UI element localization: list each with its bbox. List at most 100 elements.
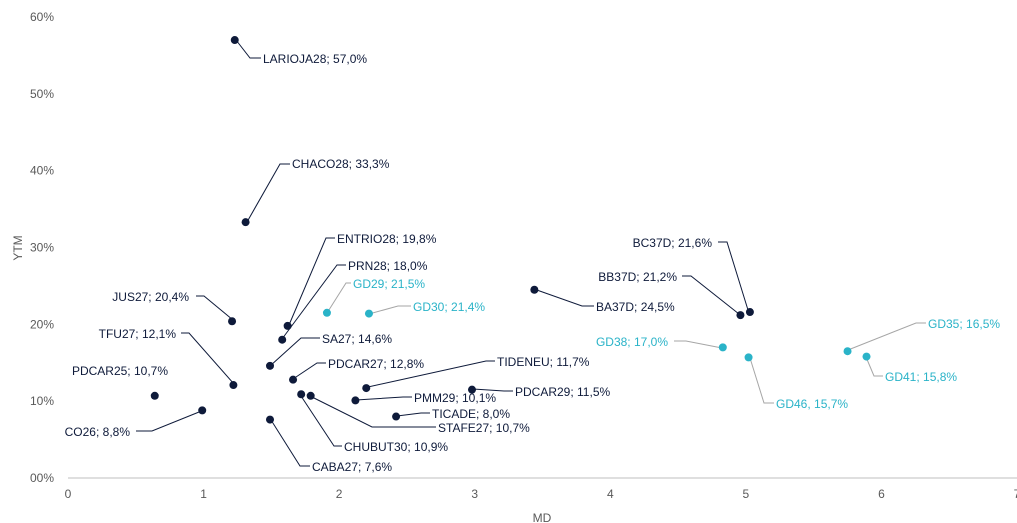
data-point bbox=[843, 347, 852, 356]
y-tick-label: 60% bbox=[30, 10, 54, 24]
data-label: PMM29; 10,1% bbox=[414, 391, 496, 405]
y-tick-label: 10% bbox=[30, 394, 54, 408]
data-labels: LARIOJA28; 57,0% CHACO28; 33,3% ENTRIO28; … bbox=[65, 52, 1001, 474]
x-tick-label: 3 bbox=[471, 487, 478, 501]
leader-line bbox=[674, 340, 723, 349]
x-tick-label: 0 bbox=[65, 487, 72, 501]
data-point bbox=[228, 317, 237, 326]
data-point bbox=[364, 309, 373, 318]
x-tick-label: 1 bbox=[200, 487, 207, 501]
data-point bbox=[468, 385, 477, 394]
data-label: GD30; 21,4% bbox=[413, 300, 485, 314]
data-label: GD38; 17,0% bbox=[596, 335, 668, 349]
data-point bbox=[289, 375, 298, 384]
data-label: PRN28; 18,0% bbox=[348, 259, 428, 273]
data-label: CHUBUT30; 10,9% bbox=[344, 440, 448, 454]
data-label: GD41; 15,8% bbox=[885, 370, 957, 384]
data-point bbox=[736, 311, 745, 320]
data-point bbox=[283, 321, 292, 330]
data-point bbox=[862, 352, 871, 361]
leader-line bbox=[300, 395, 342, 447]
leader-lines bbox=[136, 39, 926, 467]
leader-line bbox=[281, 264, 346, 340]
data-label: BC37D; 21,6% bbox=[633, 236, 713, 250]
data-label: PDCAR25; 10,7% bbox=[72, 364, 168, 378]
data-label: BA37D; 24,5% bbox=[596, 300, 675, 314]
data-label: TIDENEU; 11,7% bbox=[497, 355, 590, 369]
data-point bbox=[744, 353, 753, 362]
data-label: SA27; 14,6% bbox=[322, 332, 392, 346]
x-tick-label: 7 bbox=[1014, 487, 1017, 501]
data-point bbox=[229, 381, 238, 390]
x-tick-label: 4 bbox=[607, 487, 614, 501]
data-label: CO26; 8,8% bbox=[65, 425, 131, 439]
leader-line bbox=[269, 337, 320, 367]
data-label: TFU27; 12,1% bbox=[99, 327, 177, 341]
data-label: STAFE27; 10,7% bbox=[438, 421, 530, 435]
data-point bbox=[198, 406, 207, 415]
x-tick-label: 5 bbox=[743, 487, 750, 501]
leader-line bbox=[367, 360, 495, 388]
leader-line bbox=[749, 357, 774, 404]
y-tick-label: 00% bbox=[30, 471, 54, 485]
y-tick-label: 40% bbox=[30, 164, 54, 178]
data-label: GD46, 15,7% bbox=[776, 397, 848, 411]
data-point bbox=[150, 391, 159, 400]
data-point bbox=[351, 396, 360, 405]
y-tick-label: 20% bbox=[30, 317, 54, 331]
data-point bbox=[266, 415, 275, 424]
leader-line bbox=[865, 356, 883, 377]
leader-line bbox=[235, 39, 261, 59]
data-label: GD29; 21,5% bbox=[353, 277, 425, 291]
leader-line bbox=[355, 396, 412, 401]
data-points bbox=[150, 36, 871, 424]
leader-line bbox=[326, 282, 351, 314]
data-label: PDCAR29; 11,5% bbox=[515, 385, 610, 399]
data-point bbox=[718, 343, 727, 352]
data-label: BB37D; 21,2% bbox=[598, 270, 677, 284]
data-point bbox=[362, 384, 371, 393]
data-label: TICADE; 8,0% bbox=[432, 407, 510, 421]
data-label: LARIOJA28; 57,0% bbox=[263, 52, 367, 66]
leader-line bbox=[472, 388, 513, 392]
y-tick-label: 30% bbox=[30, 241, 54, 255]
leader-line bbox=[368, 305, 411, 315]
data-label: PDCAR27; 12,8% bbox=[328, 357, 424, 371]
leader-line bbox=[682, 275, 740, 315]
data-label: JUS27; 20,4% bbox=[112, 290, 189, 304]
data-point bbox=[530, 285, 539, 294]
leader-line bbox=[718, 241, 749, 311]
x-axis-ticks: 0 1 2 3 4 5 6 7 bbox=[65, 487, 1017, 501]
leader-line bbox=[309, 395, 436, 428]
leader-line bbox=[533, 288, 594, 307]
leader-line bbox=[292, 362, 326, 380]
y-axis-ticks: 00% 10% 20% 30% 40% 50% 60% bbox=[30, 10, 54, 485]
data-label: CHACO28; 33,3% bbox=[292, 157, 390, 171]
data-point bbox=[306, 391, 315, 400]
leader-line bbox=[181, 332, 235, 385]
leader-line bbox=[288, 237, 335, 326]
y-axis-title: YTM bbox=[11, 235, 25, 260]
leader-line bbox=[847, 322, 926, 351]
data-point bbox=[297, 390, 306, 399]
data-point bbox=[230, 36, 239, 45]
data-point bbox=[266, 361, 275, 370]
x-tick-label: 6 bbox=[878, 487, 885, 501]
leader-line bbox=[246, 163, 290, 223]
x-axis-title: MD bbox=[533, 511, 552, 523]
data-point bbox=[322, 308, 331, 317]
data-label: GD35; 16,5% bbox=[928, 317, 1000, 331]
x-tick-label: 2 bbox=[336, 487, 343, 501]
leader-line bbox=[270, 419, 310, 467]
leader-line bbox=[396, 412, 430, 417]
leader-line bbox=[136, 409, 205, 432]
data-label: CABA27; 7,6% bbox=[312, 460, 392, 474]
data-point bbox=[278, 335, 287, 344]
data-point bbox=[241, 218, 250, 227]
leader-line bbox=[196, 295, 234, 321]
data-label: ENTRIO28; 19,8% bbox=[337, 232, 437, 246]
data-point bbox=[745, 308, 754, 317]
y-tick-label: 50% bbox=[30, 87, 54, 101]
data-point bbox=[392, 412, 401, 421]
